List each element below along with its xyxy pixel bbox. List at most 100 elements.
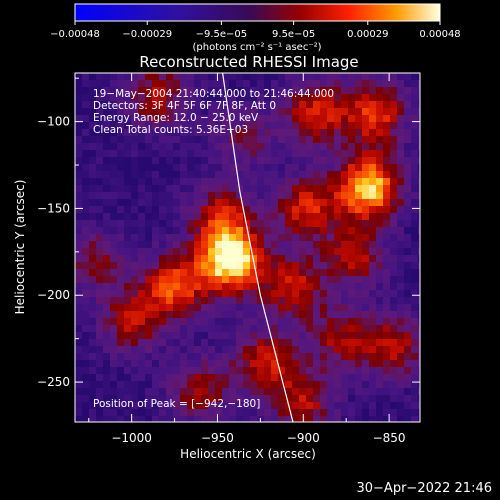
heatmap-cell: [222, 388, 230, 396]
heatmap-cell: [194, 381, 202, 389]
heatmap-cell: [306, 227, 314, 235]
heatmap-cell: [145, 318, 153, 326]
heatmap-cell: [355, 262, 363, 270]
heatmap-cell: [292, 304, 300, 312]
heatmap-cell: [285, 164, 293, 172]
heatmap-cell: [369, 381, 377, 389]
heatmap-cell: [334, 87, 342, 95]
heatmap-cell: [411, 409, 419, 417]
heatmap-cell: [145, 416, 153, 422]
heatmap-cell: [208, 311, 216, 319]
heatmap-cell: [110, 388, 118, 396]
heatmap-cell: [124, 304, 132, 312]
heatmap-cell: [110, 73, 118, 81]
heatmap-cell: [292, 276, 300, 284]
heatmap-cell: [166, 332, 174, 340]
heatmap-cell: [138, 388, 146, 396]
heatmap-cell: [82, 157, 90, 165]
heatmap-cell: [138, 332, 146, 340]
heatmap-cell: [418, 416, 420, 422]
heatmap-cell: [75, 353, 83, 361]
heatmap-cell: [82, 353, 90, 361]
heatmap-cell: [208, 178, 216, 186]
heatmap-cell: [187, 136, 195, 144]
heatmap-cell: [334, 220, 342, 228]
heatmap-cell: [145, 255, 153, 263]
heatmap-cell: [320, 213, 328, 221]
heatmap-cell: [145, 122, 153, 130]
heatmap-cell: [418, 283, 420, 291]
heatmap-cell: [201, 171, 209, 179]
heatmap-cell: [376, 73, 384, 81]
heatmap-cell: [173, 255, 181, 263]
heatmap-cell: [383, 213, 391, 221]
heatmap-cell: [362, 353, 370, 361]
heatmap-cell: [138, 353, 146, 361]
heatmap-cell: [243, 374, 251, 382]
heatmap-cell: [82, 178, 90, 186]
heatmap-cell: [369, 374, 377, 382]
heatmap-cell: [390, 262, 398, 270]
heatmap-cell: [411, 332, 419, 340]
heatmap-cell: [334, 367, 342, 375]
heatmap-cell: [334, 136, 342, 144]
heatmap-cell: [201, 115, 209, 123]
heatmap-cell: [285, 206, 293, 214]
heatmap-cell: [362, 311, 370, 319]
heatmap-cell: [152, 115, 160, 123]
heatmap-cell: [152, 227, 160, 235]
heatmap-cell: [285, 80, 293, 88]
heatmap-cell: [313, 262, 321, 270]
heatmap-cell: [299, 311, 307, 319]
heatmap-cell: [404, 164, 412, 172]
heatmap-cell: [292, 115, 300, 123]
heatmap-cell: [243, 395, 251, 403]
heatmap-cell: [327, 143, 335, 151]
heatmap-cell: [341, 94, 349, 102]
heatmap-cell: [138, 94, 146, 102]
heatmap-cell: [159, 381, 167, 389]
heatmap-cell: [271, 192, 279, 200]
heatmap-cell: [250, 164, 258, 172]
heatmap-cell: [180, 255, 188, 263]
heatmap-cell: [348, 192, 356, 200]
heatmap-cell: [285, 388, 293, 396]
heatmap-cell: [418, 129, 420, 137]
heatmap-cell: [341, 332, 349, 340]
heatmap-cell: [369, 136, 377, 144]
heatmap-cell: [383, 262, 391, 270]
heatmap-cell: [341, 276, 349, 284]
heatmap-cell: [285, 297, 293, 305]
heatmap-cell: [404, 220, 412, 228]
heatmap-cell: [166, 297, 174, 305]
heatmap-cell: [348, 164, 356, 172]
heatmap-cell: [292, 101, 300, 109]
heatmap-cell: [243, 234, 251, 242]
heatmap-cell: [411, 101, 419, 109]
heatmap-cell: [257, 206, 265, 214]
heatmap-cell: [243, 213, 251, 221]
heatmap-cell: [369, 178, 377, 186]
heatmap-cell: [341, 367, 349, 375]
heatmap-cell: [222, 402, 230, 410]
heatmap-cell: [348, 332, 356, 340]
heatmap-cell: [313, 416, 321, 422]
heatmap-cell: [271, 381, 279, 389]
heatmap-cell: [341, 143, 349, 151]
heatmap-cell: [404, 122, 412, 130]
heatmap-cell: [110, 87, 118, 95]
heatmap-cell: [376, 192, 384, 200]
heatmap-cell: [271, 297, 279, 305]
heatmap-cell: [131, 360, 139, 368]
heatmap-cell: [348, 80, 356, 88]
heatmap-cell: [166, 269, 174, 277]
heatmap-cell: [208, 395, 216, 403]
heatmap-cell: [411, 108, 419, 116]
heatmap-cell: [138, 395, 146, 403]
heatmap-cell: [397, 304, 405, 312]
heatmap-cell: [404, 185, 412, 193]
heatmap-cell: [96, 136, 104, 144]
y-axis-label: Heliocentric Y (arcsec): [13, 180, 27, 315]
heatmap-cell: [369, 220, 377, 228]
heatmap-cell: [82, 409, 90, 417]
